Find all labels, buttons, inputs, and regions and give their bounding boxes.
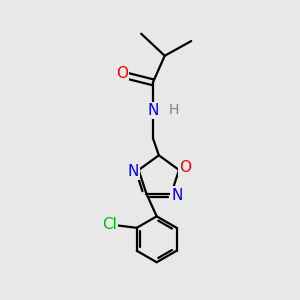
Text: O: O <box>116 66 128 81</box>
Text: Cl: Cl <box>102 218 117 232</box>
Text: N: N <box>127 164 139 179</box>
Text: O: O <box>179 160 191 175</box>
Text: N: N <box>172 188 183 202</box>
Text: N: N <box>147 103 159 118</box>
Text: H: H <box>168 103 179 117</box>
